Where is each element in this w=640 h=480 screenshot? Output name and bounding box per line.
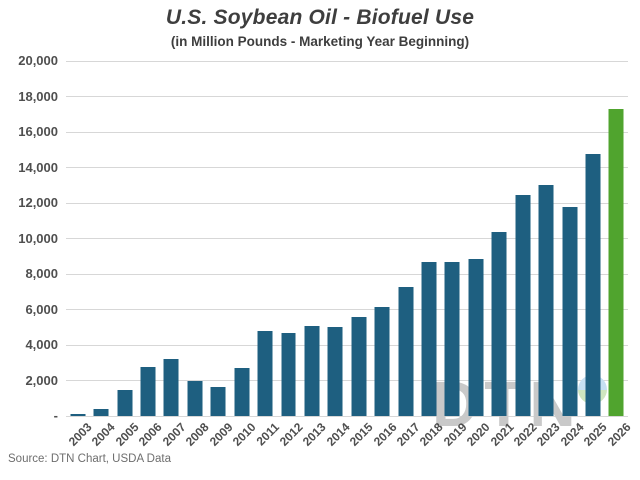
x-tick-label-2012: 2012 (276, 420, 306, 449)
y-tick-label: 2,000 (25, 372, 58, 388)
gridline (66, 380, 628, 381)
bar-slot-2023: 2023 (534, 61, 563, 449)
bar-2020 (468, 258, 484, 416)
bar-slot-2014: 2014 (323, 61, 352, 449)
bar-2013 (304, 326, 320, 416)
chart-subtitle: (in Million Pounds - Marketing Year Begi… (170, 34, 470, 49)
chart-title: U.S. Soybean Oil - Biofuel Use (165, 6, 475, 29)
x-tick-label-2004: 2004 (89, 420, 119, 449)
bar-slot-2013: 2013 (300, 61, 329, 449)
gridline (66, 415, 628, 417)
bar-slot-2024: 2024 (558, 61, 586, 449)
y-tick-label: 10,000 (18, 230, 58, 246)
bar-slot-2017: 2017 (394, 61, 423, 449)
y-tick-label: - (53, 408, 58, 423)
bar-slot-2006: 2006 (136, 61, 165, 449)
x-tick-label-2011: 2011 (253, 420, 282, 449)
bar-2007 (163, 359, 179, 416)
bar-2010 (234, 368, 250, 416)
y-tick-label: 8,000 (25, 266, 58, 281)
x-tick-label-2007: 2007 (159, 420, 189, 449)
bar-slot-2008: 2008 (183, 61, 212, 449)
bar-2011 (257, 330, 273, 416)
bar-2024 (562, 207, 578, 416)
bar-2014 (327, 327, 343, 416)
x-tick-label-2013: 2013 (300, 420, 329, 449)
gridline (66, 60, 628, 62)
y-tick-label: 16,000 (18, 124, 58, 139)
bar-slot-2019: 2019 (441, 61, 469, 449)
bar-2026 (608, 108, 624, 416)
x-tick-label-2005: 2005 (112, 420, 142, 449)
gridline (66, 309, 628, 310)
bar-2025 (585, 154, 601, 416)
y-tick-label: 14,000 (18, 159, 58, 175)
x-tick-label-2014: 2014 (323, 420, 353, 449)
x-tick-label-2010: 2010 (229, 420, 259, 449)
x-tick-label-2008: 2008 (182, 420, 212, 449)
y-tick-label: 6,000 (25, 301, 58, 317)
bar-slot-2010: 2010 (230, 61, 259, 449)
x-tick-label-2006: 2006 (136, 420, 165, 449)
bar-slot-2004: 2004 (89, 61, 118, 449)
y-tick-label: 4,000 (25, 337, 58, 352)
bar-slot-2025: 2025 (581, 61, 610, 449)
bar-2005 (117, 390, 133, 416)
bar-slot-2012: 2012 (277, 61, 305, 449)
gridline (66, 238, 628, 239)
bar-2022 (515, 195, 531, 416)
bar-slot-2026: 2026 (605, 61, 633, 449)
gridline (66, 202, 628, 204)
gridline (66, 131, 628, 133)
x-tick-label-2025: 2025 (581, 420, 610, 449)
bar-slot-2003: 2003 (66, 61, 95, 449)
bar-2006 (140, 367, 156, 416)
bar-slot-2009: 2009 (206, 61, 235, 449)
bar-slot-2005: 2005 (113, 61, 141, 449)
x-tick-label-2009: 2009 (206, 420, 236, 449)
x-tick-label-2017: 2017 (393, 420, 423, 449)
bar-2003 (70, 414, 86, 416)
y-tick-label: 12,000 (18, 195, 58, 210)
bar-slot-2018: 2018 (417, 61, 446, 449)
bar-2016 (374, 306, 390, 416)
bar-slot-2007: 2007 (160, 61, 188, 449)
gridline (66, 273, 628, 275)
bar-series: 2003 2004 2005 2006 2007 2008 2009 2010 2011 2012… (66, 61, 633, 449)
x-tick-label-2026: 2026 (604, 420, 634, 449)
bar-2021 (491, 232, 507, 416)
bar-2004 (93, 408, 109, 416)
gridline (66, 96, 628, 97)
bar-2015 (351, 316, 367, 416)
bar-slot-2011: 2011 (253, 61, 282, 448)
bar-2023 (538, 185, 554, 416)
x-tick-label-2003: 2003 (65, 420, 95, 449)
bar-2009 (210, 386, 226, 416)
x-tick-label-2016: 2016 (370, 420, 400, 449)
bar-2019 (444, 262, 460, 416)
bar-2012 (281, 332, 296, 416)
bar-slot-2022: 2022 (511, 61, 540, 449)
bar-2008 (187, 380, 203, 416)
y-tick-label: 20,000 (18, 53, 58, 68)
bar-slot-2015: 2015 (347, 61, 376, 449)
x-tick-label-2015: 2015 (346, 420, 376, 449)
plot-area: DTN 200320042005200620072008200920102011… (66, 60, 633, 449)
bar-slot-2021: 2021 (487, 61, 516, 449)
y-tick-label: 18,000 (18, 88, 58, 104)
gridline (66, 344, 628, 346)
bar-slot-2020: 2020 (464, 61, 493, 449)
source-note: Source: DTN Chart, USDA Data (8, 453, 171, 465)
gridline (66, 167, 628, 168)
bar-2017 (398, 287, 414, 416)
bar-slot-2016: 2016 (370, 61, 399, 449)
bar-2018 (421, 262, 437, 416)
